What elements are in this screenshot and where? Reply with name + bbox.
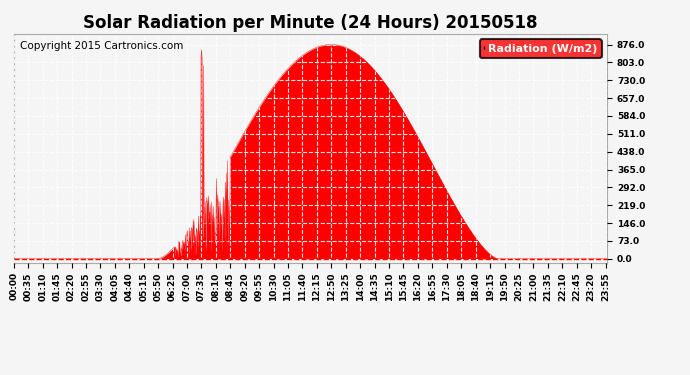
Title: Solar Radiation per Minute (24 Hours) 20150518: Solar Radiation per Minute (24 Hours) 20… — [83, 14, 538, 32]
Legend: Radiation (W/m2): Radiation (W/m2) — [480, 39, 602, 58]
Text: Copyright 2015 Cartronics.com: Copyright 2015 Cartronics.com — [20, 40, 183, 51]
